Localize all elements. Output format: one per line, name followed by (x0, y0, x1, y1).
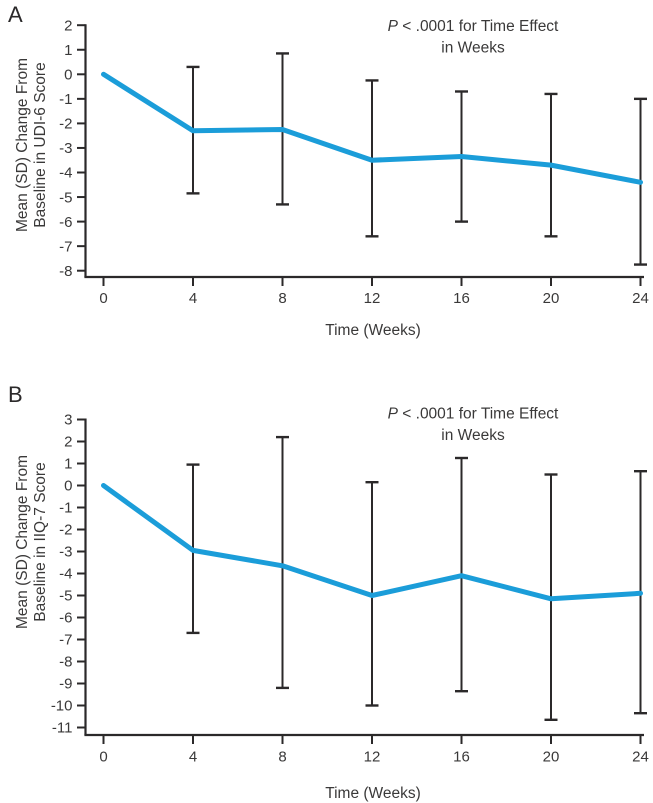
y-tick-label: -7 (59, 238, 72, 255)
y-tick-label: -3 (59, 544, 72, 561)
x-tick-label: 16 (453, 290, 470, 307)
x-tick-label: 24 (632, 290, 649, 307)
y-tick-label: -4 (59, 165, 72, 182)
y-tick-label: 1 (64, 42, 72, 59)
y-tick-label: -1 (59, 91, 72, 108)
y-tick-label: 0 (64, 478, 72, 495)
y-axis-label-line2: Baseline in UDI-6 Score (32, 62, 49, 227)
y-axis-label-line1: Mean (SD) Change From (14, 455, 31, 629)
y-tick-label: -6 (59, 214, 72, 231)
x-tick-label: 8 (278, 749, 286, 766)
y-tick-label: 2 (64, 434, 72, 451)
p-value-annotation-line2: in Weeks (441, 40, 505, 57)
x-tick-label: 12 (364, 749, 381, 766)
x-tick-label: 20 (543, 749, 560, 766)
y-tick-label: -1 (59, 500, 72, 517)
y-tick-label: -8 (59, 263, 72, 280)
y-tick-label: -4 (59, 566, 72, 583)
axes (84, 24, 644, 279)
series-line (101, 483, 643, 602)
y-tick-label: -6 (59, 610, 72, 627)
x-axis-label: Time (Weeks) (325, 785, 421, 802)
y-tick-label: -5 (59, 588, 72, 605)
x-tick-label: 8 (278, 290, 286, 307)
y-tick-label: 1 (64, 456, 72, 473)
y-axis-label-line1: Mean (SD) Change From (14, 58, 31, 232)
p-value-annotation-line2: in Weeks (441, 427, 505, 444)
y-tick-label: -9 (59, 676, 72, 693)
y-tick-label: 3 (64, 412, 72, 429)
error-bars (186, 435, 647, 721)
y-tick-label: -2 (59, 116, 72, 133)
y-tick-label: -5 (59, 189, 72, 206)
x-axis-label: Time (Weeks) (325, 322, 421, 339)
x-tick-label: 20 (543, 290, 560, 307)
x-tick-label: 0 (99, 749, 107, 766)
y-axis-label-line2: Baseline in IIQ-7 Score (32, 462, 49, 621)
y-tick-label: -8 (59, 654, 72, 671)
p-value-annotation-line1: P < .0001 for Time Effect (388, 18, 559, 35)
x-tick-label: 0 (99, 290, 107, 307)
y-tick-label: -2 (59, 522, 72, 539)
x-tick-label: 4 (189, 290, 197, 307)
y-tick-label: -3 (59, 140, 72, 157)
x-tick-label: 24 (632, 749, 649, 766)
y-tick-label: 0 (64, 67, 72, 84)
y-tick-label: -7 (59, 632, 72, 649)
axes (84, 418, 644, 737)
series-line (101, 71, 643, 185)
panel-a-chart: 2 1 0 -1 -2 -3 -4 -5 -6 -7 -8 0 4 8 12 16 20 24 P < .0001 … (14, 17, 649, 339)
y-tick-label: -11 (52, 720, 73, 737)
panel-b-letter: B (8, 382, 23, 407)
x-tick-label: 16 (453, 749, 470, 766)
y-tick-label: 2 (64, 17, 72, 34)
p-value-annotation-line1: P < .0001 for Time Effect (388, 406, 559, 423)
x-tick-label: 4 (189, 749, 197, 766)
y-tick-label: -10 (51, 698, 73, 715)
panel-b-chart: 3 2 1 0 -1 -2 -3 -4 -5 -6 -7 -8 -9 -10 -11 0 4 8 12 16 20 24 P… (14, 406, 649, 803)
panel-a-letter: A (8, 2, 23, 27)
error-bar (276, 435, 289, 690)
x-tick-label: 12 (364, 290, 381, 307)
